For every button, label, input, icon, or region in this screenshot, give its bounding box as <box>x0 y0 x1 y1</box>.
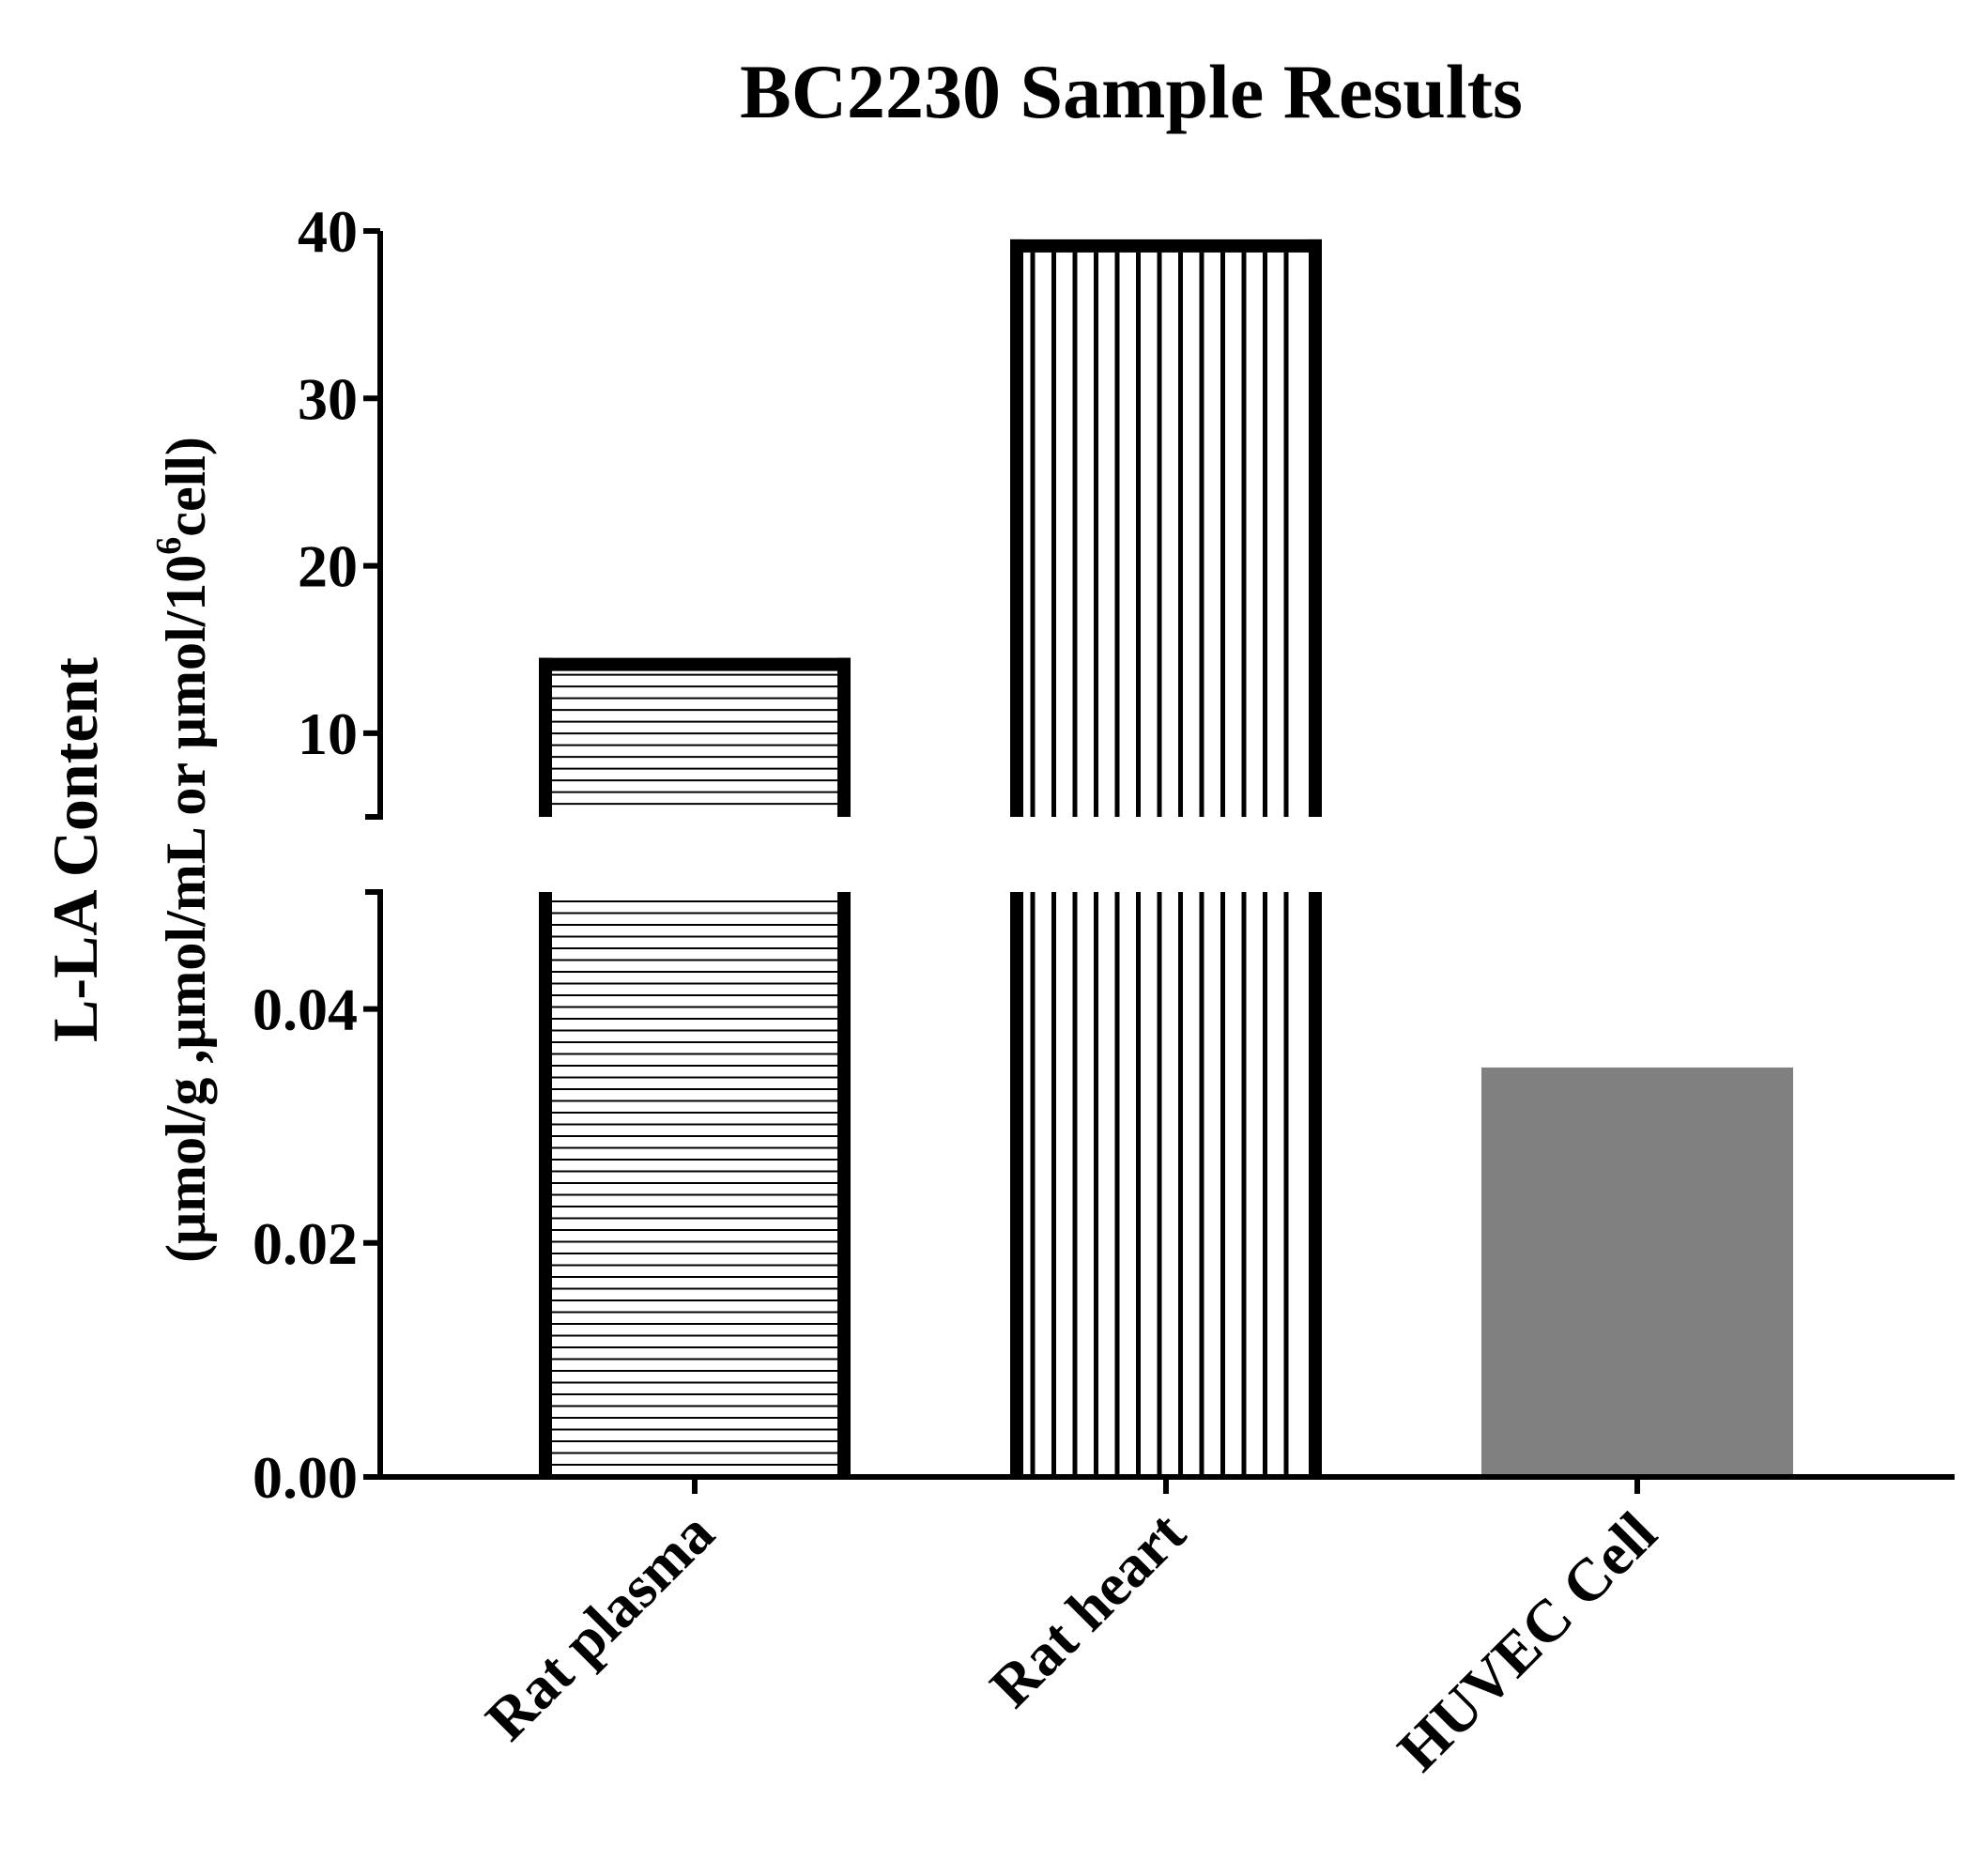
bar-border-top <box>1010 238 1322 253</box>
bar-rat-heart <box>1010 238 1322 1477</box>
y-axis-label-superscript: 6 <box>149 537 189 555</box>
bar-rat-plasma <box>539 657 851 1477</box>
y-axis-label-line1: L-LA Content <box>39 657 111 1042</box>
labels-layer: BC2230 Sample Results L-LA Content (μmol… <box>39 49 1669 1784</box>
axes-layer <box>363 228 1955 1494</box>
bar-border-left <box>1010 238 1023 817</box>
y-tick-label: 10 <box>298 700 358 767</box>
y-axis-label-line2: (μmol/g ,μmol/mL or μmol/106cell) <box>149 437 217 1263</box>
bar-border-top <box>539 657 851 671</box>
y-tick-label: 30 <box>298 365 358 432</box>
x-tick-label: HUVEC Cell <box>1385 1499 1669 1784</box>
bar-border-left <box>539 892 552 1477</box>
x-tick-label: Rat plasma <box>473 1499 727 1753</box>
y-axis-label-suffix: cell) <box>155 437 217 537</box>
x-tick-label: Rat heart <box>977 1499 1198 1719</box>
y-tick-label: 20 <box>298 533 358 600</box>
bars-layer <box>539 238 1793 1477</box>
y-tick-label: 0.02 <box>253 1210 358 1277</box>
y-tick-label: 0.00 <box>253 1444 358 1511</box>
y-tick-label: 0.04 <box>253 976 358 1043</box>
bar-border-right <box>837 892 851 1477</box>
chart-title: BC2230 Sample Results <box>740 49 1523 134</box>
y-axis-label-prefix: (μmol/g ,μmol/mL or μmol/10 <box>155 555 217 1263</box>
bar-huvec-cell <box>1481 1067 1793 1477</box>
y-tick-label: 40 <box>298 198 358 265</box>
bar-border-right <box>837 657 851 817</box>
bar-border-left <box>1010 892 1023 1477</box>
bar-border-right <box>1309 238 1322 817</box>
bar-border-left <box>539 657 552 817</box>
bar-fill <box>1481 1067 1793 1477</box>
bar-border-right <box>1309 892 1322 1477</box>
